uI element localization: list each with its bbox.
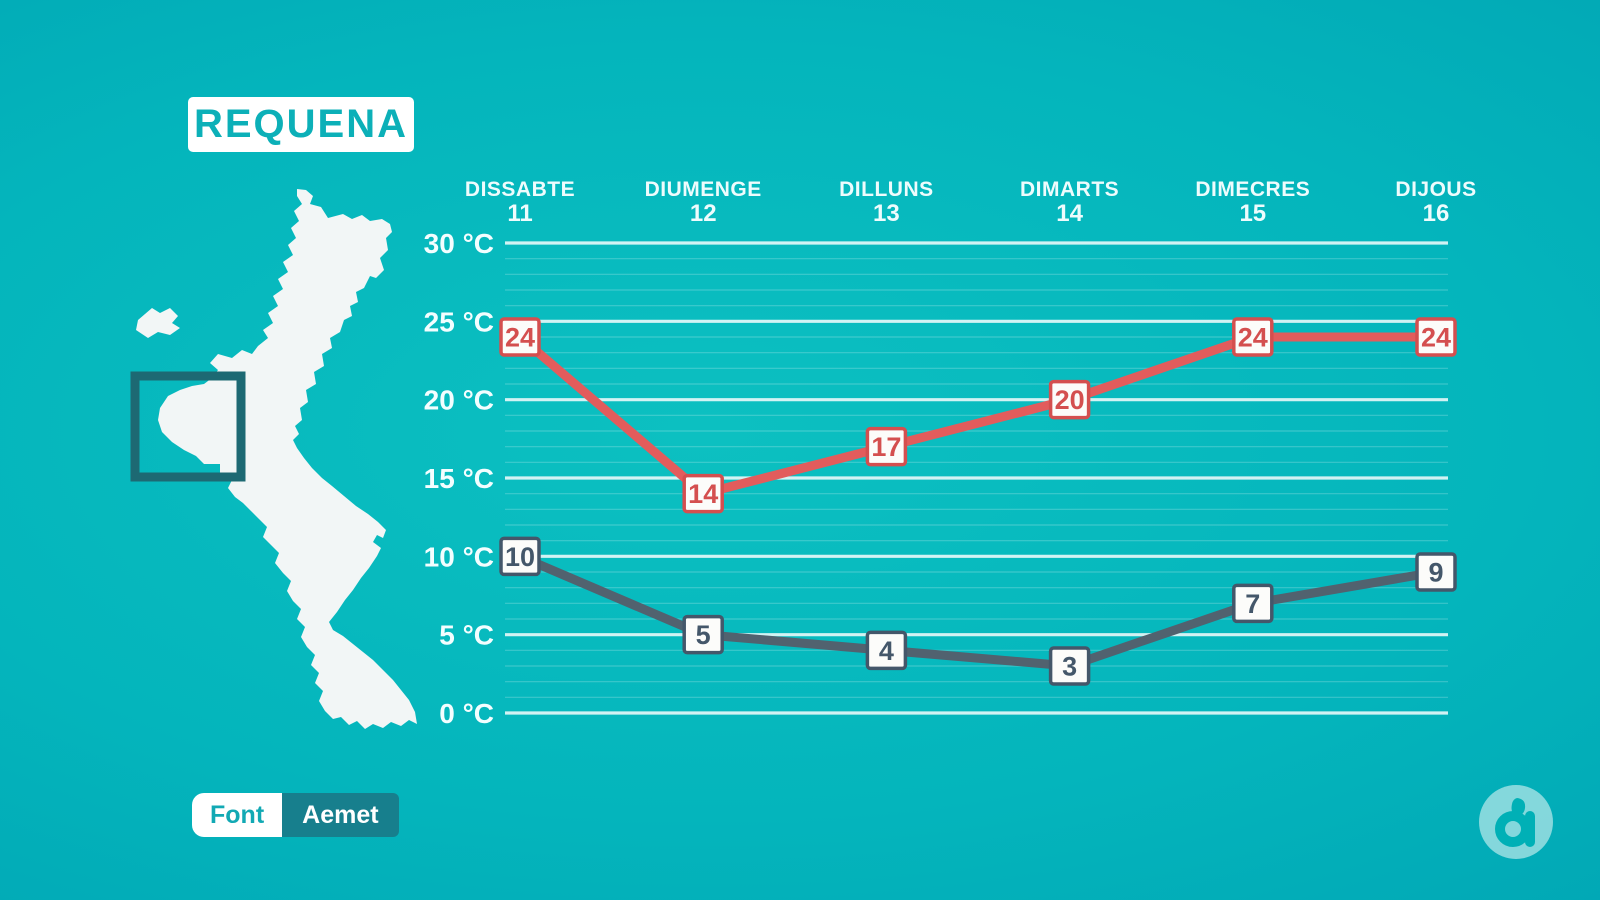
y-axis-label: 15 °C <box>424 463 494 494</box>
day-date-label: 11 <box>507 200 532 227</box>
minima-value-label: 10 <box>505 542 535 572</box>
day-date-label: 13 <box>873 200 900 227</box>
minima-value-label: 3 <box>1062 652 1077 682</box>
minima-value-box <box>1232 583 1274 624</box>
minima-value-label: 4 <box>879 636 894 666</box>
day-date-label: 14 <box>1056 200 1083 227</box>
map-highlight-box <box>130 371 246 482</box>
day-label: DIMARTS <box>1020 178 1119 201</box>
minima-value-label: 7 <box>1245 589 1260 619</box>
maxima-value-box <box>1415 317 1457 357</box>
day-date-label: 16 <box>1423 200 1450 227</box>
y-axis-label: 5 °C <box>439 620 494 651</box>
region-map <box>130 189 417 729</box>
logo-circle <box>1479 785 1553 859</box>
minima-value-label: 5 <box>696 620 711 650</box>
maxima-value-label: 24 <box>1238 323 1268 353</box>
y-axis-label: 0 °C <box>439 698 494 729</box>
maxima-value-box <box>1232 317 1274 357</box>
source-label: Font <box>192 793 283 837</box>
minima-value-box <box>499 536 541 577</box>
day-date-label: 12 <box>690 200 717 227</box>
y-axis-label: 20 °C <box>424 385 494 416</box>
source-badge: Font Aemet <box>192 793 399 837</box>
maxima-value-label: 17 <box>871 432 901 462</box>
minima-value-box <box>682 614 724 655</box>
maxima-value-label: 24 <box>1421 323 1451 353</box>
apunt-logo <box>1479 785 1553 859</box>
region-silhouette <box>158 189 417 729</box>
day-label: DIJOUS <box>1395 178 1476 201</box>
day-label: DILLUNS <box>839 178 934 201</box>
y-axis-label: 10 °C <box>424 541 494 572</box>
day-label: DIUMENGE <box>645 178 762 201</box>
maxima-value-box <box>1048 379 1091 420</box>
maxima-value-box <box>682 473 724 514</box>
region-exclave <box>136 308 180 338</box>
minima-value-box <box>1048 646 1091 686</box>
minima-line <box>515 551 1441 671</box>
day-label: DISSABTE <box>465 178 575 201</box>
y-axis-label: 25 °C <box>424 306 494 337</box>
minima-value-box <box>865 630 908 671</box>
minima-value-label: 9 <box>1428 558 1443 588</box>
source-value: Aemet <box>282 793 399 837</box>
location-title-badge: REQUENA <box>188 97 414 152</box>
day-date-label: 15 <box>1239 200 1266 227</box>
y-axis-label: 30 °C <box>424 228 494 259</box>
maxima-value-label: 24 <box>505 323 535 353</box>
minima-value-box <box>1415 552 1457 592</box>
day-label: DIMECRES <box>1195 178 1310 201</box>
maxima-value-label: 14 <box>688 479 718 509</box>
maxima-value-box <box>499 317 541 357</box>
logo-a-glyph <box>1495 798 1535 847</box>
location-title: REQUENA <box>193 102 409 146</box>
maxima-value-label: 20 <box>1055 385 1085 415</box>
maxima-line <box>515 332 1441 499</box>
maxima-value-box <box>865 426 908 467</box>
